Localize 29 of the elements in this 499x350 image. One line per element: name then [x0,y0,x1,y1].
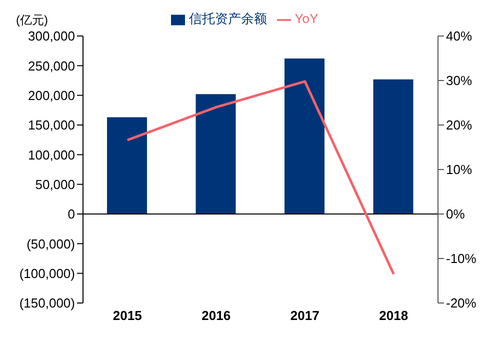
y2-tick-label: -10% [446,251,477,266]
x-tick-label: 2015 [112,308,142,324]
legend-label: 信托资产余额 [188,11,267,26]
x-tick-label: 2018 [379,308,408,324]
y-axis-title: (亿元) [16,12,48,29]
legend-label: YoY [294,11,318,26]
y-tick-label: 150,000 [28,118,75,133]
y-tick-label: 0 [68,206,75,222]
y-tick-label: 200,000 [28,88,75,103]
x-tick-label: 2017 [290,308,320,324]
y-tick-label: (50,000) [26,236,75,252]
bar [107,117,147,214]
line-series [126,80,395,276]
y2-tick-label: 10% [446,162,472,178]
y2-tick-label: 20% [446,118,472,133]
y-tick-label: 50,000 [35,176,75,192]
bar [284,58,324,214]
y-tick-label: 250,000 [28,58,75,74]
y2-tick-label: 30% [446,73,472,88]
y-tick-label: 300,000 [28,28,75,44]
y-tick-label: (100,000) [19,266,75,281]
y2-tick-label: 40% [446,28,472,44]
x-tick-label: 2016 [202,308,231,324]
bar [196,94,236,214]
y-tick-label: 100,000 [28,147,75,162]
bar [373,79,414,214]
y2-tick-label: 0% [446,206,466,222]
y2-tick-label: -20% [446,296,477,311]
y-tick-label: (150,000) [19,296,75,311]
